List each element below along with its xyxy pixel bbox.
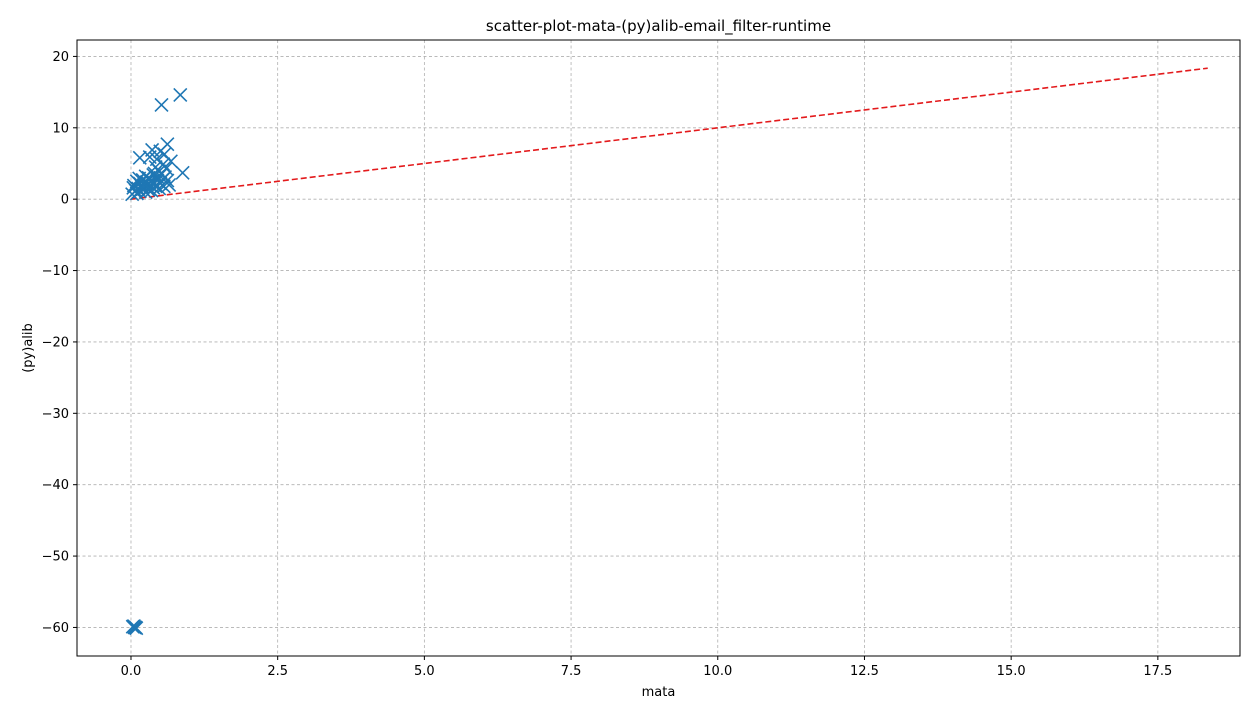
x-axis-label: mata xyxy=(642,685,676,700)
y-tick-label: −60 xyxy=(42,621,69,636)
data-point xyxy=(128,620,143,635)
x-tick-label: 15.0 xyxy=(997,664,1026,679)
y-tick-label: 10 xyxy=(52,121,69,136)
y-tick-label: −10 xyxy=(42,264,69,279)
x-tick-label: 7.5 xyxy=(561,664,582,679)
data-point xyxy=(154,97,169,113)
y-axis-label: (py)alib xyxy=(21,323,36,373)
plot-frame xyxy=(76,39,1241,657)
y-tick-label: 0 xyxy=(61,193,69,208)
y-tick-label: −50 xyxy=(42,550,69,565)
x-tick-label: 12.5 xyxy=(850,664,879,679)
data-point xyxy=(157,169,173,185)
x-tick-label: 0.0 xyxy=(121,664,142,679)
data-point xyxy=(132,171,147,186)
y-tick-label: −40 xyxy=(42,478,69,493)
reference-line-layer xyxy=(130,67,1208,200)
chart-title: scatter-plot-mata-(py)alib-email_filter-… xyxy=(486,17,831,36)
reference-line xyxy=(130,67,1208,200)
data-point xyxy=(144,183,159,198)
grid xyxy=(77,40,1240,656)
data-point xyxy=(126,180,141,195)
x-tick-label: 2.5 xyxy=(267,664,288,679)
data-point xyxy=(173,87,188,103)
data-point xyxy=(163,154,178,169)
y-tick-label: −30 xyxy=(42,407,69,422)
y-tick-label: 20 xyxy=(52,50,69,65)
y-tick-label: −20 xyxy=(42,335,69,350)
y-axis: 20 10 0 −10 −20 −30 −40 −50 −60 xyxy=(42,50,77,636)
data-point xyxy=(147,166,162,181)
data-point xyxy=(175,165,190,180)
x-tick-label: 17.5 xyxy=(1143,664,1172,679)
points-layer xyxy=(125,87,190,636)
x-tick-label: 10.0 xyxy=(703,664,732,679)
x-axis: 0.0 2.5 5.0 7.5 10.0 12.5 15.0 17.5 xyxy=(121,656,1172,679)
x-tick-label: 5.0 xyxy=(414,664,435,679)
data-point xyxy=(162,177,177,192)
